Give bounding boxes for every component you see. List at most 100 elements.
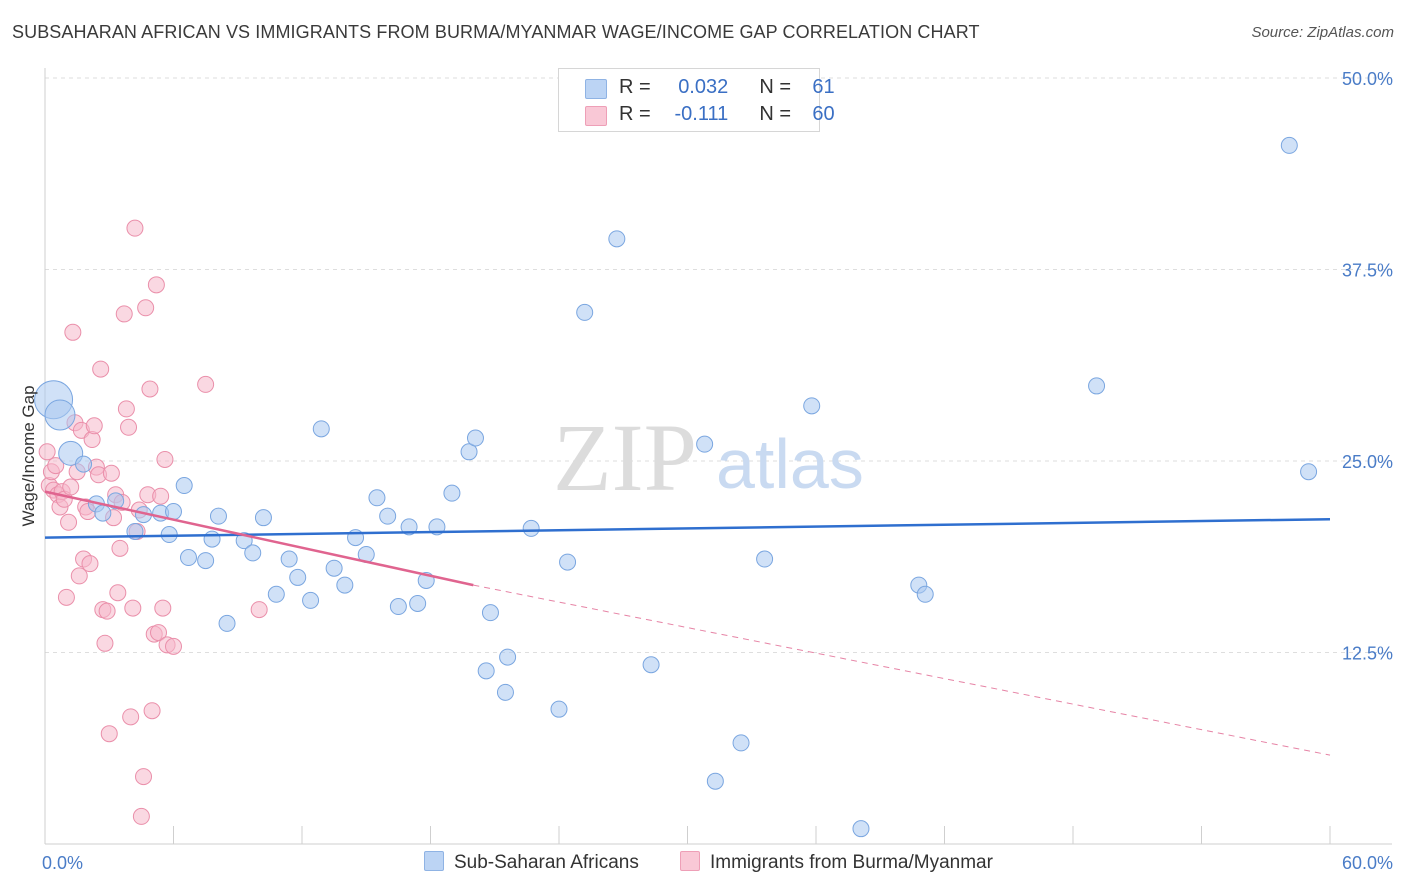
correlation-legend: R = 0.032 N = 61 R = -0.111 N = 60 [558,68,835,132]
subsaharan-point [312,420,330,438]
subsaharan-point [522,519,540,537]
subsaharan-point [336,576,354,594]
subsaharan-point [466,429,484,447]
burma-point [147,276,165,294]
trend-lines [44,490,1331,756]
burma-point [135,768,153,786]
burma-point [124,599,142,617]
legend-swatch-blue [585,79,607,99]
subsaharan-point [280,550,298,568]
burma-point [197,375,215,393]
legend-n-value: 60 [812,103,835,125]
subsaharan-point [477,662,495,680]
watermark-atlas: atlas [716,425,864,503]
legend-n-label: N = [759,76,792,98]
subsaharan-point [218,614,236,632]
subsaharan-point [75,455,93,473]
legend-n-value: 61 [812,76,835,98]
burma-point [120,418,138,436]
burma-point [60,513,78,531]
legend-n-label: N = [759,103,792,125]
bottom-legend-subsaharan: Sub-Saharan Africans [424,851,639,874]
subsaharan-point [400,518,418,536]
subsaharan-point [379,507,397,525]
subsaharan-point [209,507,227,525]
burma-points [38,219,268,825]
subsaharan-point [496,683,514,701]
subsaharan-point [460,443,478,461]
subsaharan-point [244,544,262,562]
bottom-swatch-blue [424,851,444,871]
subsaharan-point [732,734,750,752]
legend-r-value: 0.032 [678,76,729,98]
subsaharan-point [175,477,193,495]
subsaharan-point [499,648,517,666]
grid-lines [45,77,1392,653]
burma-point [70,567,88,585]
subsaharan-point [1300,463,1318,481]
bottom-legend-label: Immigrants from Burma/Myanmar [710,852,993,873]
subsaharan-point [1088,377,1106,395]
subsaharan-point [289,568,307,586]
watermark-zip: ZIP [553,404,697,511]
legend-r-label: R = [619,103,651,125]
bottom-swatch-pink [680,851,700,871]
burma-trend-line [44,490,474,587]
y-axis-label: Wage/Income Gap [19,385,38,526]
burma-point [64,323,82,341]
burma-point [96,634,114,652]
burma-point [47,457,65,475]
burma-point [85,417,103,435]
burma-point [250,601,268,619]
x-tick-labels: 0.0% 60.0% [42,853,1393,873]
subsaharan-point [409,594,427,612]
subsaharan-point [576,303,594,321]
burma-point [62,478,80,496]
burma-point [126,219,144,237]
burma-point [38,443,56,461]
subsaharan-point [852,820,870,838]
subsaharan-trend-line [44,517,1331,539]
legend-swatch-pink [585,106,607,126]
subsaharan-point [179,549,197,567]
burma-point [156,450,174,468]
subsaharan-point [302,591,320,609]
subsaharan-points [34,136,1318,838]
burma-point [57,588,75,606]
bottom-legend-label: Sub-Saharan Africans [454,852,639,873]
burma-point [137,299,155,317]
burma-point [92,360,110,378]
subsaharan-point [94,504,112,522]
subsaharan-point [165,503,182,521]
legend-r-label: R = [619,76,651,98]
burma-point [152,487,170,505]
burma-trend-extrapolation [473,584,1331,756]
subsaharan-point [203,530,221,548]
y-tick-label: 50.0% [1342,69,1393,89]
subsaharan-point [696,435,714,453]
subsaharan-point [267,585,285,603]
burma-point [165,637,182,655]
subsaharan-point [559,553,577,571]
subsaharan-point [803,397,821,415]
subsaharan-point [389,598,407,616]
subsaharan-point [368,489,386,507]
y-tick-label: 37.5% [1342,261,1393,281]
subsaharan-point [756,550,774,568]
subsaharan-point [1280,136,1298,154]
x-tick-label: 60.0% [1342,853,1393,873]
y-tick-label: 25.0% [1342,452,1393,472]
subsaharan-point [443,484,461,502]
burma-point [143,702,161,720]
burma-point [122,708,140,726]
subsaharan-point [608,230,626,248]
burma-point [154,599,172,617]
chart-source: Source: ZipAtlas.com [1251,24,1394,41]
subsaharan-point [254,509,272,527]
subsaharan-point [642,656,660,674]
bottom-legend-burma: Immigrants from Burma/Myanmar [680,851,993,874]
subsaharan-point [44,399,76,431]
burma-point [100,725,118,743]
watermark: ZIP atlas [553,404,864,511]
legend-r-value: -0.111 [674,103,729,125]
